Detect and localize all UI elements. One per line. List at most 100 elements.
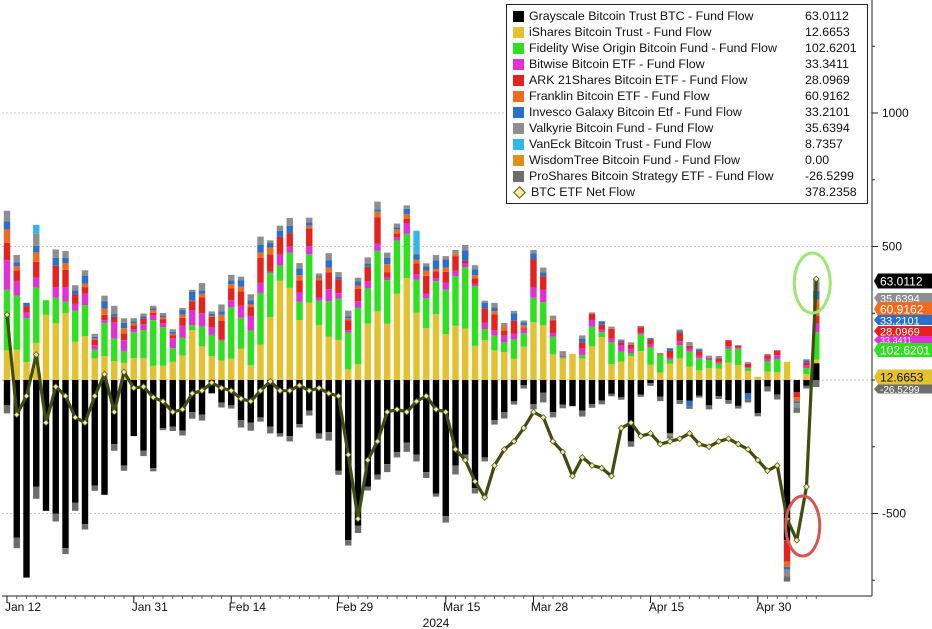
legend-label: ARK 21Shares Bitcoin ETF - Fund Flow xyxy=(529,73,748,87)
bar-segment xyxy=(666,348,674,351)
bar-segment xyxy=(754,376,761,380)
net-flow-point xyxy=(344,451,352,459)
bar-segment xyxy=(296,275,303,281)
bar-segment xyxy=(140,313,147,317)
stacked-bars xyxy=(3,201,820,582)
bar-segment xyxy=(140,450,147,457)
bar-segment xyxy=(150,365,157,380)
value-tag-bg xyxy=(874,293,932,303)
bar-segment xyxy=(276,254,284,266)
bar-segment xyxy=(120,380,128,466)
bar-segment xyxy=(657,372,664,380)
bar-segment xyxy=(81,287,89,294)
bar-segment xyxy=(413,263,420,275)
legend-item: Fidelity Wise Origin Bitcoin Fund - Fund… xyxy=(513,40,861,56)
bar-segment xyxy=(598,321,605,325)
bar-segment xyxy=(384,380,391,465)
bar-segment xyxy=(637,327,644,333)
bar-segment xyxy=(101,322,108,356)
net-flow-point xyxy=(530,408,537,416)
bar-segment xyxy=(354,288,362,302)
bar-segment xyxy=(345,320,352,331)
bar-segment xyxy=(423,263,430,267)
bar-segment xyxy=(403,233,410,279)
bar-segment xyxy=(471,345,479,380)
net-flow-point xyxy=(354,515,362,523)
bar-segment xyxy=(588,319,596,327)
bar-segment xyxy=(744,367,752,369)
bar-segment xyxy=(618,380,625,398)
bar-segment xyxy=(666,350,674,358)
bar-segment xyxy=(530,297,537,323)
bar-segment xyxy=(744,393,752,400)
bar-segment xyxy=(198,293,206,298)
bar-segment xyxy=(559,358,566,380)
annotations xyxy=(784,251,832,558)
bar-segment xyxy=(218,314,225,321)
bar-segment xyxy=(413,259,420,264)
bar-segment xyxy=(62,263,69,270)
bar-segment xyxy=(237,291,245,306)
bar-segment xyxy=(33,245,40,253)
bar-segment xyxy=(501,326,508,331)
bar-segment xyxy=(198,380,206,415)
bar-segment xyxy=(452,276,459,326)
bar-segment xyxy=(393,229,401,234)
bar-segment xyxy=(579,380,586,411)
bar-segment xyxy=(101,295,108,302)
value-tag-text: 33.3411 xyxy=(880,336,912,346)
net-flow-point xyxy=(218,384,225,392)
bar-segment xyxy=(627,441,635,447)
bar-segment xyxy=(686,366,693,380)
net-flow-point xyxy=(130,384,138,392)
bar-segment xyxy=(540,276,547,290)
bar-segment xyxy=(491,314,498,331)
bar-segment xyxy=(306,225,313,229)
bar-segment xyxy=(432,255,440,261)
bar-segment xyxy=(559,351,566,356)
bar-segment xyxy=(33,252,40,262)
bar-segment xyxy=(13,262,20,267)
bar-segment xyxy=(744,370,752,380)
bar-segment xyxy=(3,229,11,243)
bar-segment xyxy=(111,361,118,380)
bar-segment xyxy=(715,363,722,369)
bar-segment xyxy=(501,322,508,327)
bar-segment xyxy=(120,333,128,341)
bar-segment xyxy=(783,576,791,582)
bar-segment xyxy=(150,312,157,316)
bar-segment xyxy=(62,548,69,555)
bar-segment xyxy=(442,289,449,335)
bar-segment xyxy=(686,348,693,352)
bar-segment xyxy=(257,257,264,283)
legend-value: 102.6201 xyxy=(805,41,857,55)
bar-segment xyxy=(159,316,167,320)
bar-segment xyxy=(384,257,391,265)
legend-swatch xyxy=(513,106,524,118)
net-flow-point xyxy=(764,467,771,475)
net-flow-point xyxy=(101,370,108,378)
bar-segment xyxy=(198,346,206,380)
bar-segment xyxy=(335,380,342,471)
bar-segment xyxy=(637,380,644,395)
bar-segment xyxy=(296,424,303,428)
bar-segment xyxy=(598,380,605,401)
bar-segment xyxy=(306,228,313,247)
bar-segment xyxy=(150,320,157,366)
bar-segment xyxy=(608,342,615,365)
bar-segment xyxy=(481,340,488,380)
bar-segment xyxy=(432,380,440,494)
bar-segment xyxy=(744,368,752,371)
value-tag: 33.2101 xyxy=(874,315,932,328)
x-tick-label: Apr 30 xyxy=(756,600,792,614)
bar-segment xyxy=(169,329,176,332)
net-flow-point xyxy=(413,397,420,405)
bar-segment xyxy=(549,354,557,380)
bar-segment xyxy=(150,380,157,469)
bar-segment xyxy=(111,305,118,315)
bar-segment xyxy=(42,380,50,511)
bar-segment xyxy=(705,380,713,406)
net-flow-point xyxy=(257,387,264,395)
right-value-tags: 63.011235.639460.916233.210128.096933.34… xyxy=(874,273,932,396)
net-flow-point xyxy=(793,536,801,544)
